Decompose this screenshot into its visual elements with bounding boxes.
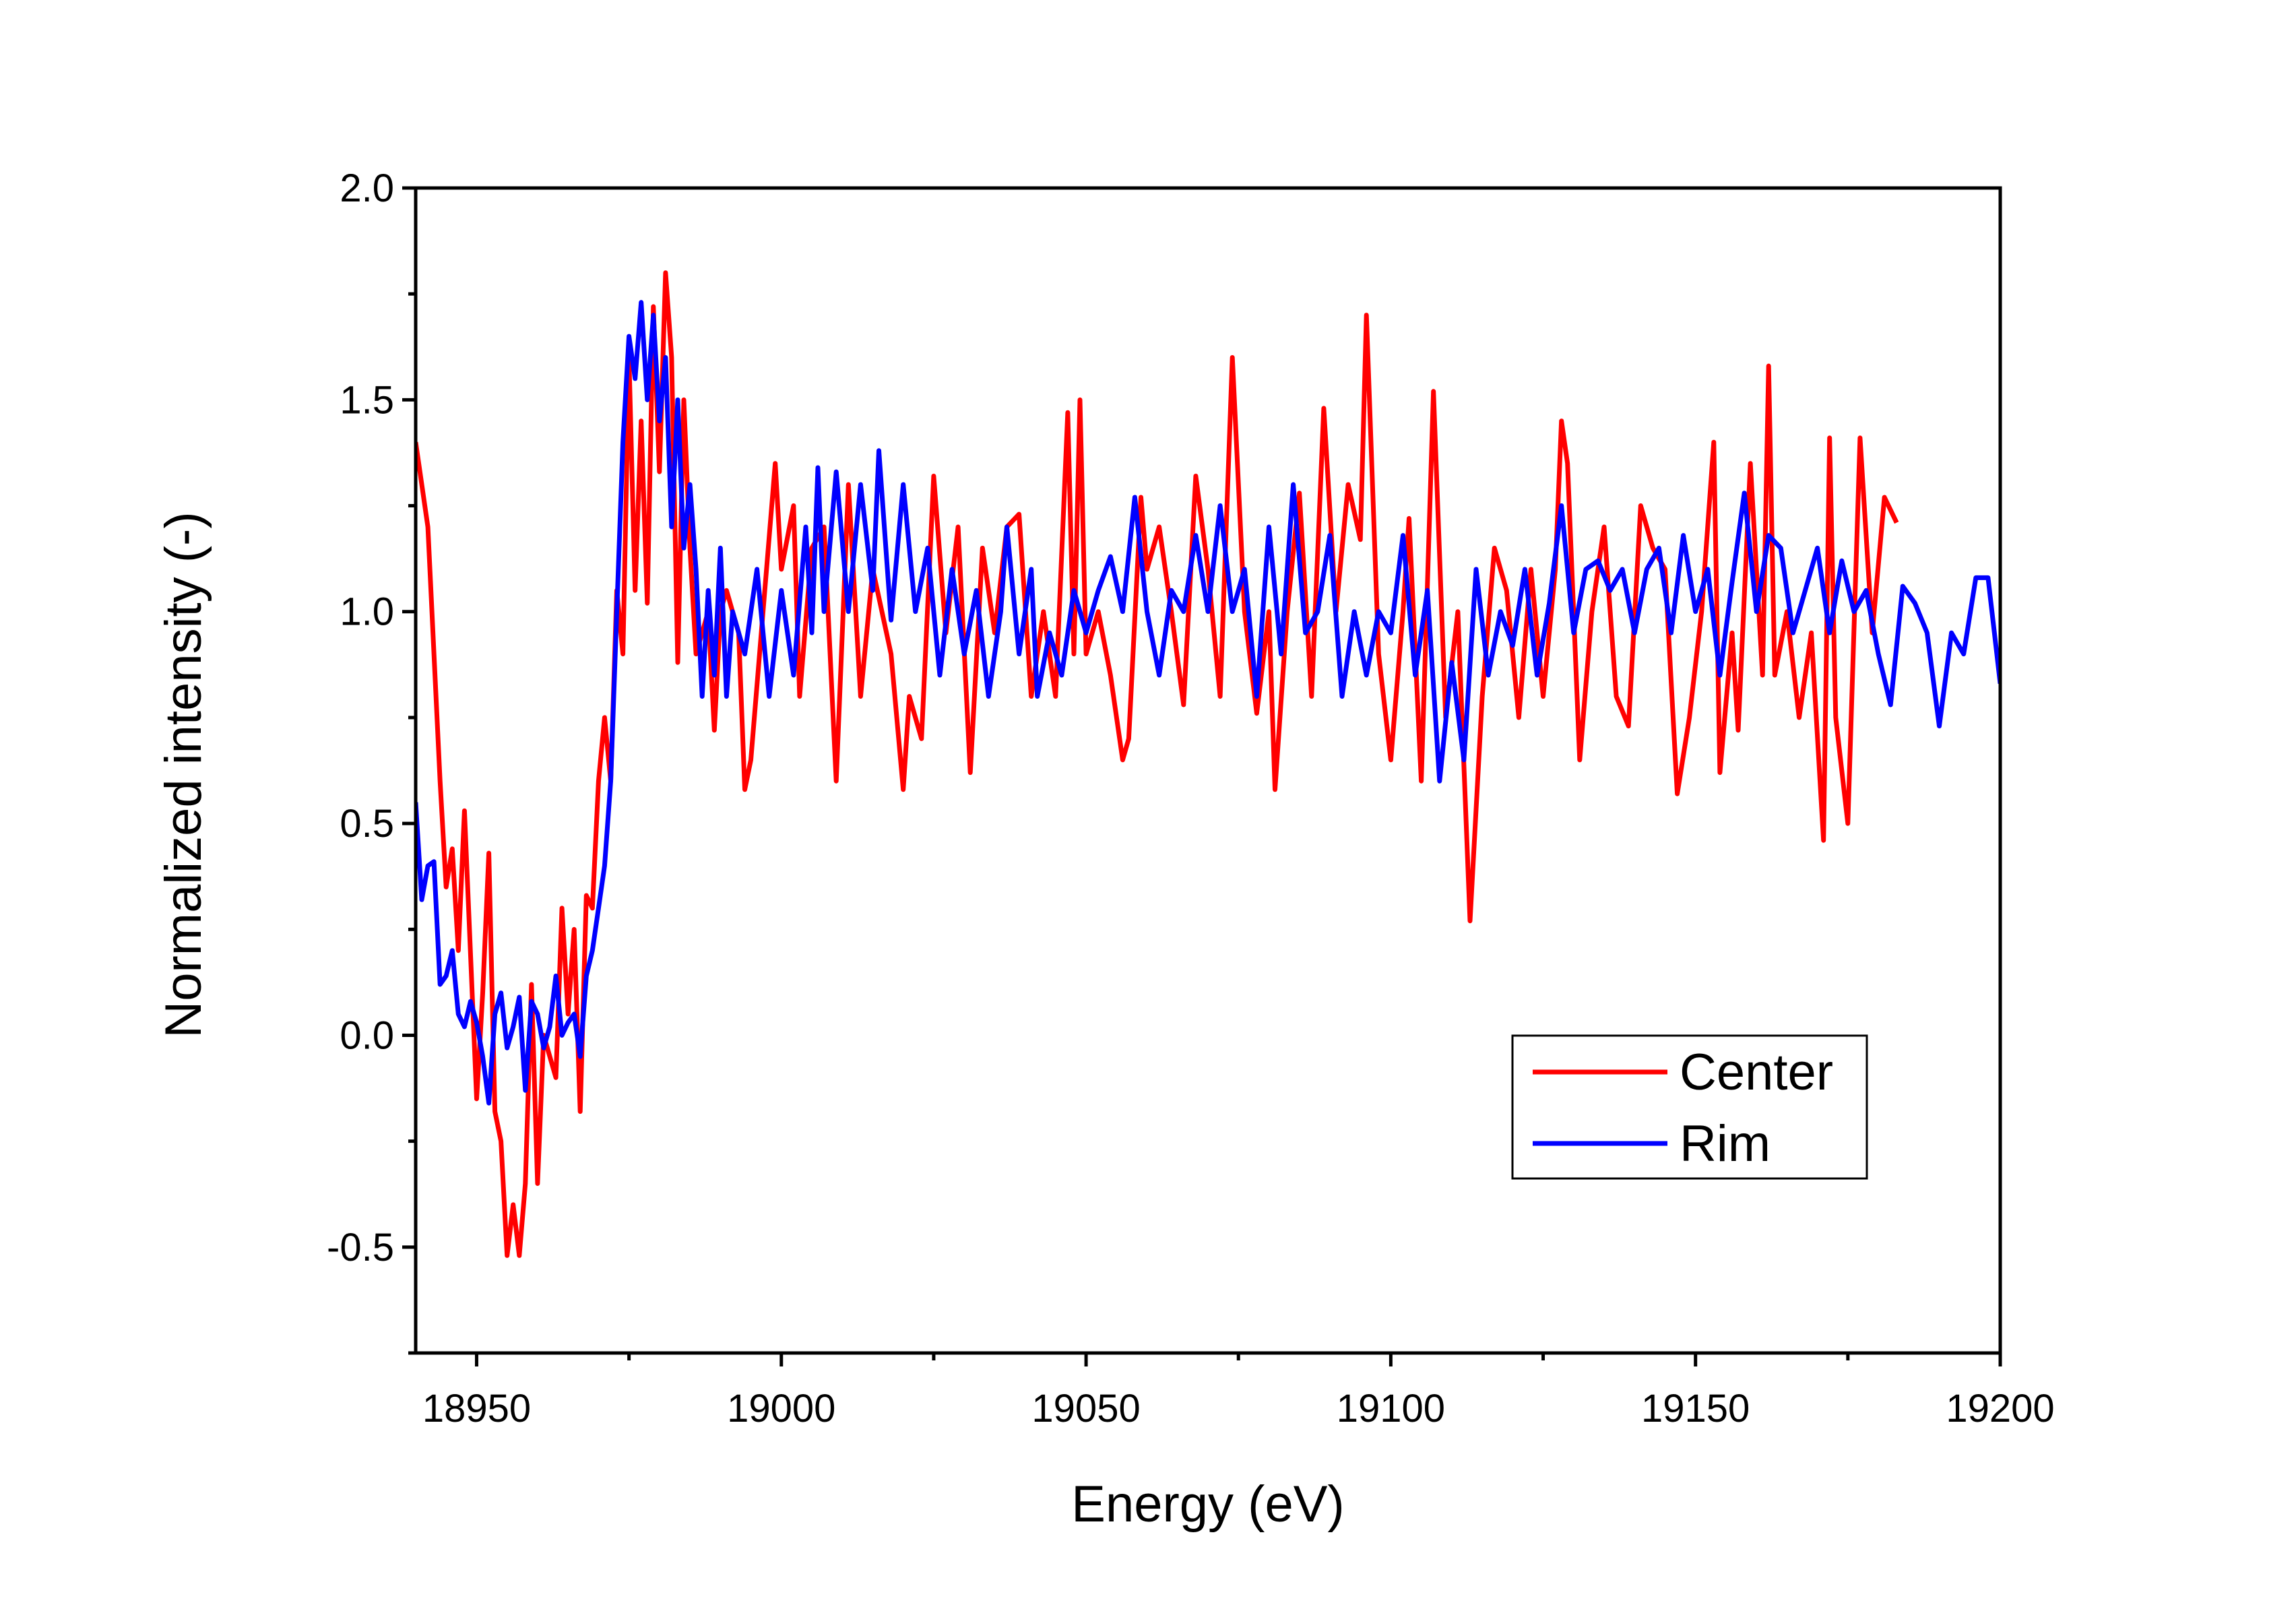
y-tick-label: 0.0 — [340, 1013, 394, 1057]
legend-box — [1511, 1034, 1868, 1180]
y-tick-label: 1.0 — [340, 590, 394, 634]
y-axis-title: Normalized intensity (-) — [155, 511, 212, 1038]
series-line-center — [416, 270, 1899, 1258]
series-layer — [416, 270, 2000, 1258]
series-line-rim — [416, 300, 2000, 1106]
x-tick-label: 19000 — [727, 1387, 835, 1430]
legend: Center Rim — [1511, 1034, 1868, 1180]
legend-label-center: Center — [1680, 1044, 1833, 1101]
x-axis-title: Energy (eV) — [1071, 1476, 1345, 1533]
x-tick-label: 19100 — [1337, 1387, 1445, 1430]
y-tick-label: 2.0 — [340, 166, 394, 210]
legend-label-rim: Rim — [1680, 1115, 1771, 1172]
x-tick-label: 18950 — [422, 1387, 531, 1430]
plot-frame — [414, 186, 2002, 1355]
x-tick-label: 19050 — [1031, 1387, 1140, 1430]
x-tick-label: 19150 — [1641, 1387, 1750, 1430]
y-tick-label: 0.5 — [340, 802, 394, 846]
y-tick-label: 1.5 — [340, 378, 394, 422]
x-tick-label: 19200 — [1946, 1387, 2054, 1430]
y-tick-label: -0.5 — [327, 1226, 394, 1269]
ticks-layer: 18950 19000 19050 19100 19150 19200 -0.5 0.0 0.5… — [327, 166, 2055, 1430]
